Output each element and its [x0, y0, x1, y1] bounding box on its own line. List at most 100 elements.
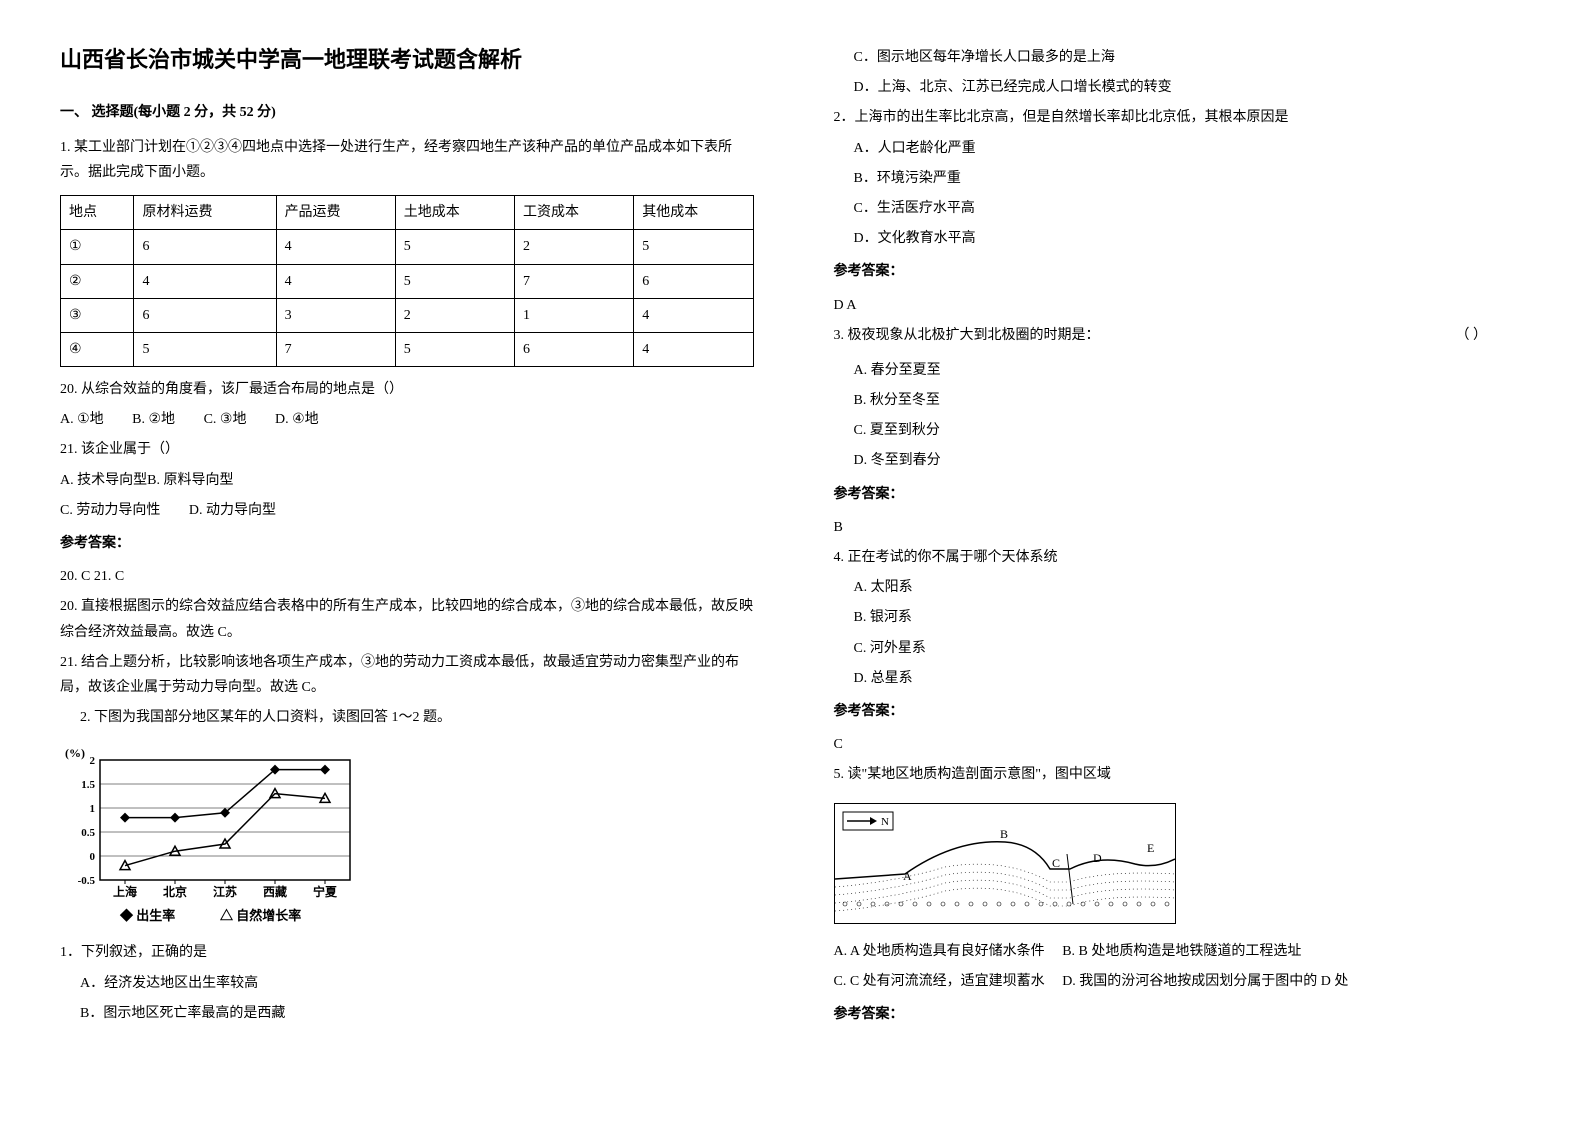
svg-text:宁夏: 宁夏	[313, 884, 338, 899]
q1-sub21-row1: A. 技术导向型B. 原料导向型	[60, 468, 754, 493]
q3-answer: B	[834, 515, 1528, 540]
table-cell: 4	[634, 332, 753, 366]
table-cell: 5	[395, 332, 514, 366]
table-cell: ③	[61, 298, 134, 332]
q1-sub20-options: A. ①地 B. ②地 C. ③地 D. ④地	[60, 407, 754, 432]
option-d: D. ④地	[275, 407, 319, 432]
q1-answer-label: 参考答案：	[60, 531, 754, 556]
option-a: A. ①地	[60, 407, 104, 432]
q4-c: C. 河外星系	[834, 636, 1528, 661]
table-cell: 4	[276, 230, 395, 264]
svg-text:A: A	[903, 869, 912, 883]
svg-text:D: D	[1093, 851, 1102, 865]
table-cell: 3	[276, 298, 395, 332]
table-cell: 5	[395, 230, 514, 264]
q1-sub21-row2: C. 劳动力导向性 D. 动力导向型	[60, 498, 754, 523]
q5-c: C. C 处有河流流经，适宜建坝蓄水	[834, 974, 1045, 989]
svg-text:0: 0	[90, 851, 96, 863]
q1-answer: 20. C 21. C	[60, 564, 754, 589]
table-cell: 5	[634, 230, 753, 264]
th-location: 地点	[61, 196, 134, 230]
q2-answer-label: 参考答案：	[834, 259, 1528, 284]
table-row: ③63214	[61, 298, 754, 332]
q3-a: A. 春分至夏至	[834, 358, 1528, 383]
th-land-cost: 土地成本	[395, 196, 514, 230]
q5-options-row2: C. C 处有河流流经，适宜建坝蓄水 D. 我国的汾河谷地按成因划分属于图中的 …	[834, 969, 1528, 994]
svg-text:◆ 出生率: ◆ 出生率	[119, 908, 175, 923]
q2-population-chart: (%)-0.500.511.52上海北京江苏西藏宁夏◆ 出生率△ 自然增长率	[60, 745, 754, 925]
svg-text:2: 2	[90, 755, 96, 767]
q5-answer-label: 参考答案：	[834, 1002, 1528, 1027]
option-b: B. ②地	[132, 407, 175, 432]
right-column: C．图示地区每年净增长人口最多的是上海 D．上海、北京、江苏已经完成人口增长模式…	[834, 40, 1528, 1035]
q5-a: A. A 处地质构造具有良好储水条件	[834, 944, 1045, 959]
svg-text:1: 1	[90, 803, 96, 815]
table-cell: 7	[276, 332, 395, 366]
svg-text:N: N	[881, 816, 889, 828]
q2-sub2-text: 2．上海市的出生率比北京高，但是自然增长率却比北京低，其根本原因是	[834, 105, 1528, 130]
q2-sub2-b: B．环境污染严重	[834, 166, 1528, 191]
table-cell: 2	[395, 298, 514, 332]
table-cell: 2	[515, 230, 634, 264]
svg-text:B: B	[1000, 827, 1008, 841]
q2-sub2-c: C．生活医疗水平高	[834, 196, 1528, 221]
q3-d: D. 冬至到春分	[834, 448, 1528, 473]
svg-text:1.5: 1.5	[81, 779, 95, 791]
q3-brackets: （ ）	[1456, 323, 1488, 348]
q5-d: D. 我国的汾河谷地按成因划分属于图中的 D 处	[1062, 974, 1348, 989]
chart-svg: (%)-0.500.511.52上海北京江苏西藏宁夏◆ 出生率△ 自然增长率	[60, 745, 360, 925]
table-cell: ④	[61, 332, 134, 366]
svg-text:0.5: 0.5	[81, 827, 95, 839]
geology-svg: NABCDE	[835, 804, 1175, 914]
table-cell: 6	[634, 264, 753, 298]
table-cell: 1	[515, 298, 634, 332]
svg-text:北京: 北京	[163, 884, 187, 899]
table-cell: 4	[276, 264, 395, 298]
q4-b: B. 银河系	[834, 605, 1528, 630]
q2-intro: 2. 下图为我国部分地区某年的人口资料，读图回答 1～2 题。	[60, 705, 754, 730]
option-d: D. 动力导向型	[189, 498, 276, 523]
q2-sub1-c: C．图示地区每年净增长人口最多的是上海	[834, 45, 1528, 70]
q1-sub21-text: 21. 该企业属于（）	[60, 437, 754, 462]
q5-options-row1: A. A 处地质构造具有良好储水条件 B. B 处地质构造是地铁隧道的工程选址	[834, 939, 1528, 964]
q2-answer: D A	[834, 293, 1528, 318]
q4-answer: C	[834, 732, 1528, 757]
table-cell: 4	[634, 298, 753, 332]
table-cell: 6	[134, 298, 276, 332]
q1-cost-table: 地点 原材料运费 产品运费 土地成本 工资成本 其他成本 ①64525②4457…	[60, 195, 754, 367]
q1-explain20: 20. 直接根据图示的综合效益应结合表格中的所有生产成本，比较四地的综合成本，③…	[60, 594, 754, 644]
table-header-row: 地点 原材料运费 产品运费 土地成本 工资成本 其他成本	[61, 196, 754, 230]
table-cell: 5	[395, 264, 514, 298]
q2-sub2-a: A．人口老龄化严重	[834, 136, 1528, 161]
table-cell: 6	[515, 332, 634, 366]
page-title: 山西省长治市城关中学高一地理联考试题含解析	[60, 40, 754, 80]
q2-sub1-text: 1．下列叙述，正确的是	[60, 940, 754, 965]
left-column: 山西省长治市城关中学高一地理联考试题含解析 一、 选择题(每小题 2 分，共 5…	[60, 40, 754, 1035]
q2-sub1-b: B．图示地区死亡率最高的是西藏	[60, 1001, 754, 1026]
q2-sub2-d: D．文化教育水平高	[834, 226, 1528, 251]
q5-text: 5. 读"某地区地质构造剖面示意图"，图中区域	[834, 762, 1528, 787]
th-raw-material: 原材料运费	[134, 196, 276, 230]
table-cell: ②	[61, 264, 134, 298]
option-c: C. ③地	[204, 407, 247, 432]
q2-sub1-d: D．上海、北京、江苏已经完成人口增长模式的转变	[834, 75, 1528, 100]
svg-text:西藏: 西藏	[263, 884, 287, 899]
table-cell: 4	[134, 264, 276, 298]
svg-text:(%): (%)	[65, 746, 85, 760]
q3-answer-label: 参考答案：	[834, 482, 1528, 507]
q4-text: 4. 正在考试的你不属于哪个天体系统	[834, 545, 1528, 570]
th-other-cost: 其他成本	[634, 196, 753, 230]
table-cell: ①	[61, 230, 134, 264]
option-a: A. 技术导向型	[60, 473, 147, 488]
svg-text:江苏: 江苏	[213, 884, 237, 899]
table-row: ①64525	[61, 230, 754, 264]
q1-explain21: 21. 结合上题分析，比较影响该地各项生产成本，③地的劳动力工资成本最低，故最适…	[60, 650, 754, 700]
q3-c: C. 夏至到秋分	[834, 418, 1528, 443]
q3-text: 3. 极夜现象从北极扩大到北极圈的时期是： （ ）	[834, 323, 1528, 348]
section-1-header: 一、 选择题(每小题 2 分，共 52 分)	[60, 100, 754, 125]
th-product-freight: 产品运费	[276, 196, 395, 230]
q1-sub20-text: 20. 从综合效益的角度看，该厂最适合布局的地点是（）	[60, 377, 754, 402]
th-wage-cost: 工资成本	[515, 196, 634, 230]
q5-b: B. B 处地质构造是地铁隧道的工程选址	[1062, 944, 1301, 959]
q3-question-text: 3. 极夜现象从北极扩大到北极圈的时期是：	[834, 328, 1100, 343]
